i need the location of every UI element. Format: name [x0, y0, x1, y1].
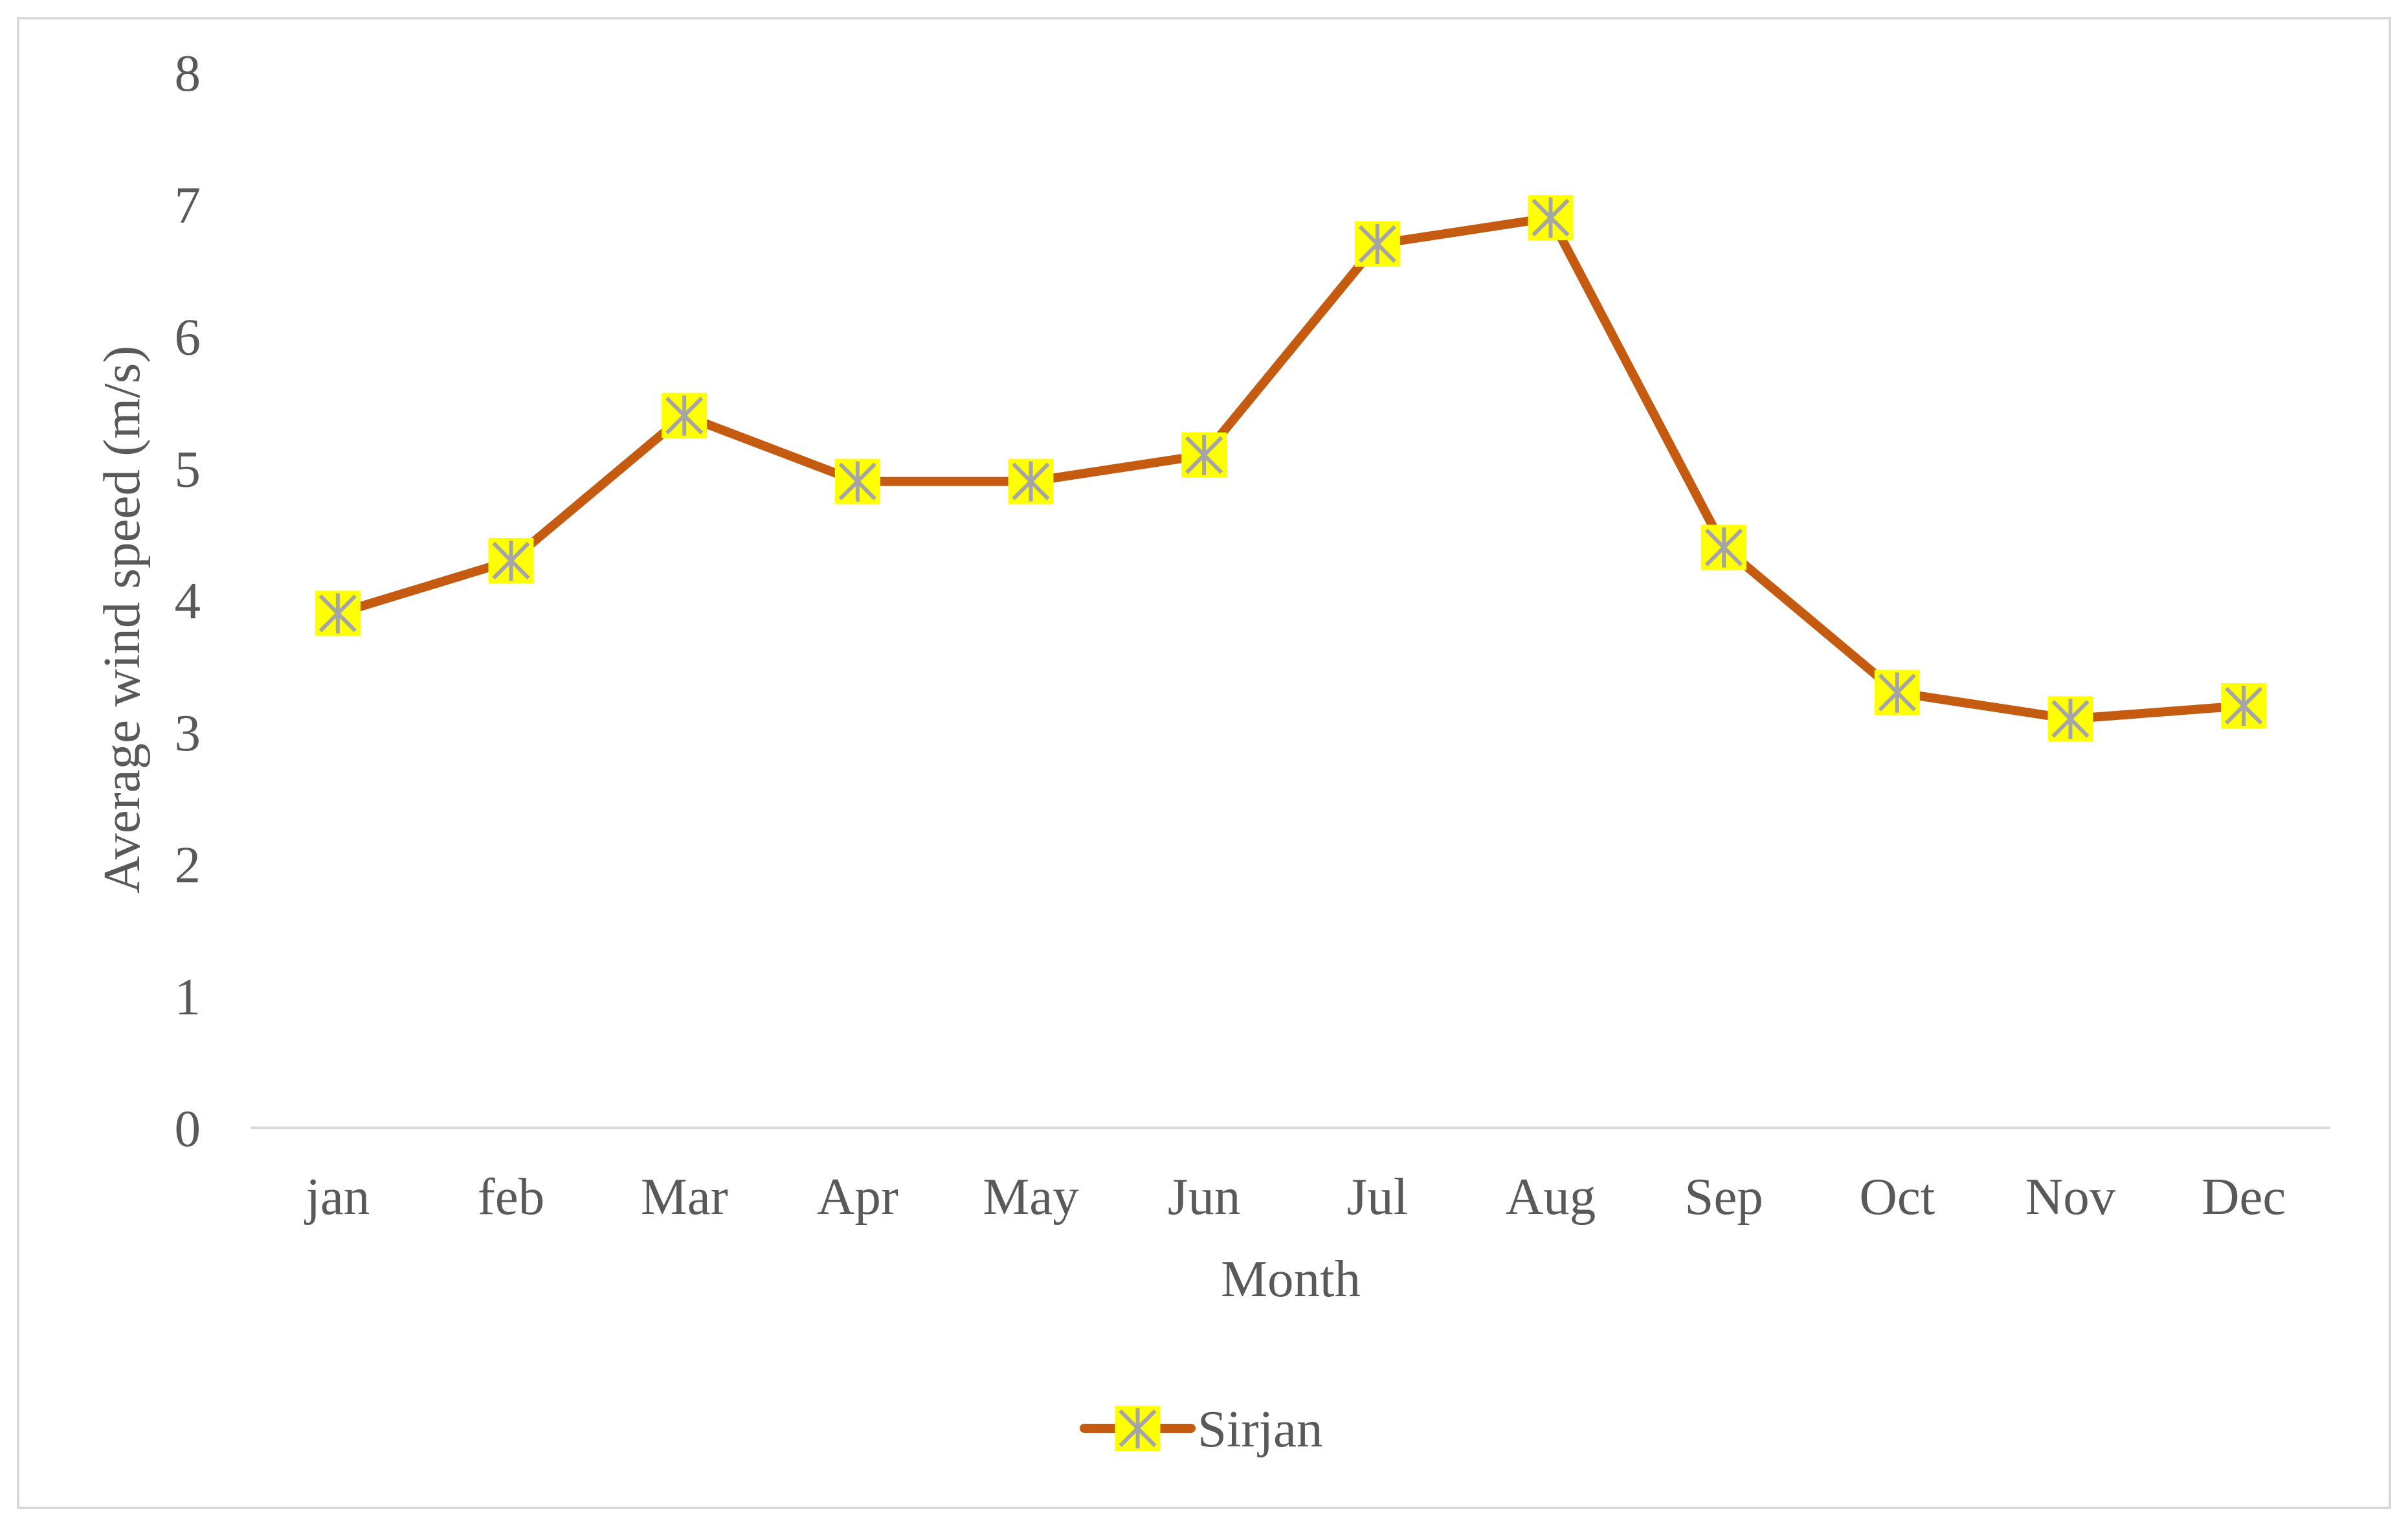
legend-label: Sirjan [1198, 1400, 1322, 1458]
data-point [2047, 696, 2093, 742]
x-tick-label: jan [304, 1167, 370, 1226]
data-point [2221, 683, 2267, 728]
y-tick-label: 0 [175, 1099, 201, 1158]
data-point [1354, 221, 1400, 267]
y-tick-label: 2 [175, 836, 201, 894]
x-tick-label: May [983, 1167, 1079, 1226]
x-tick-label: Oct [1859, 1167, 1935, 1226]
x-tick-label: Mar [641, 1167, 728, 1226]
y-axis-tick-labels: 0 1 2 3 4 5 6 7 8 [175, 44, 201, 1158]
y-axis-title: Average wind speed (m/s) [93, 346, 151, 893]
y-tick-label: 4 [175, 572, 201, 630]
x-axis-tick-labels: jan feb Mar Apr May Jun Jul Aug Sep Oct Nov Dec [304, 1167, 2286, 1226]
y-tick-label: 6 [175, 308, 201, 366]
legend-marker-swatch [1115, 1406, 1161, 1451]
x-tick-label: feb [478, 1167, 544, 1226]
data-point [315, 590, 361, 636]
data-point [1874, 669, 1920, 715]
data-point [1528, 195, 1574, 241]
y-tick-label: 7 [175, 176, 201, 234]
data-point [662, 392, 708, 438]
y-tick-label: 8 [175, 44, 201, 102]
x-tick-label: Dec [2202, 1167, 2286, 1226]
x-tick-label: Apr [817, 1167, 898, 1226]
x-tick-label: Sep [1684, 1167, 1763, 1226]
x-axis-title: Month [1221, 1250, 1361, 1308]
data-point [834, 458, 880, 504]
x-tick-label: Aug [1506, 1167, 1596, 1226]
series-line [333, 213, 2249, 724]
x-tick-label: Jun [1168, 1167, 1241, 1226]
data-point [1008, 458, 1054, 504]
data-point [1181, 432, 1227, 478]
series-layer [315, 195, 2267, 742]
data-point [488, 537, 534, 583]
data-point [1701, 524, 1747, 570]
x-tick-label: Jul [1347, 1167, 1409, 1226]
x-tick-label: Nov [2025, 1167, 2116, 1226]
chart-frame [17, 17, 2391, 1509]
legend-marker-icon [1115, 1406, 1161, 1451]
y-tick-label: 5 [175, 440, 201, 498]
y-tick-label: 3 [175, 704, 201, 762]
legend: Sirjan [1080, 1400, 1322, 1458]
y-tick-label: 1 [175, 967, 201, 1026]
